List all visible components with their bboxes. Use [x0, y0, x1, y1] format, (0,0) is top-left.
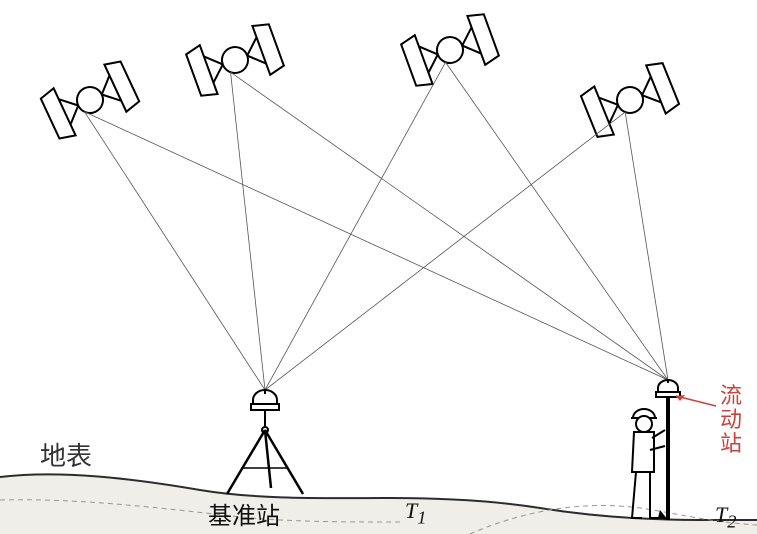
t1-label: T1: [405, 498, 426, 528]
base-station-icon: [227, 390, 303, 494]
satellite-icon: [185, 21, 285, 100]
base-station-label: 基准站: [208, 496, 280, 531]
signal-line-to-base: [265, 112, 625, 390]
ground-label: 地表: [40, 436, 92, 473]
t2-label: T2: [715, 502, 736, 532]
signal-line-to-base: [231, 72, 265, 390]
ground-fill: [0, 474, 757, 534]
signal-line-to-rover: [85, 112, 668, 380]
satellite-icon: [39, 58, 141, 142]
rover-icon: [631, 380, 680, 520]
satellite-icon: [400, 11, 500, 90]
signal-line-to-base: [265, 62, 446, 390]
satellite-icon: [579, 59, 680, 140]
rover-label-line3: 站: [720, 426, 742, 458]
signal-line-to-rover: [625, 112, 668, 380]
